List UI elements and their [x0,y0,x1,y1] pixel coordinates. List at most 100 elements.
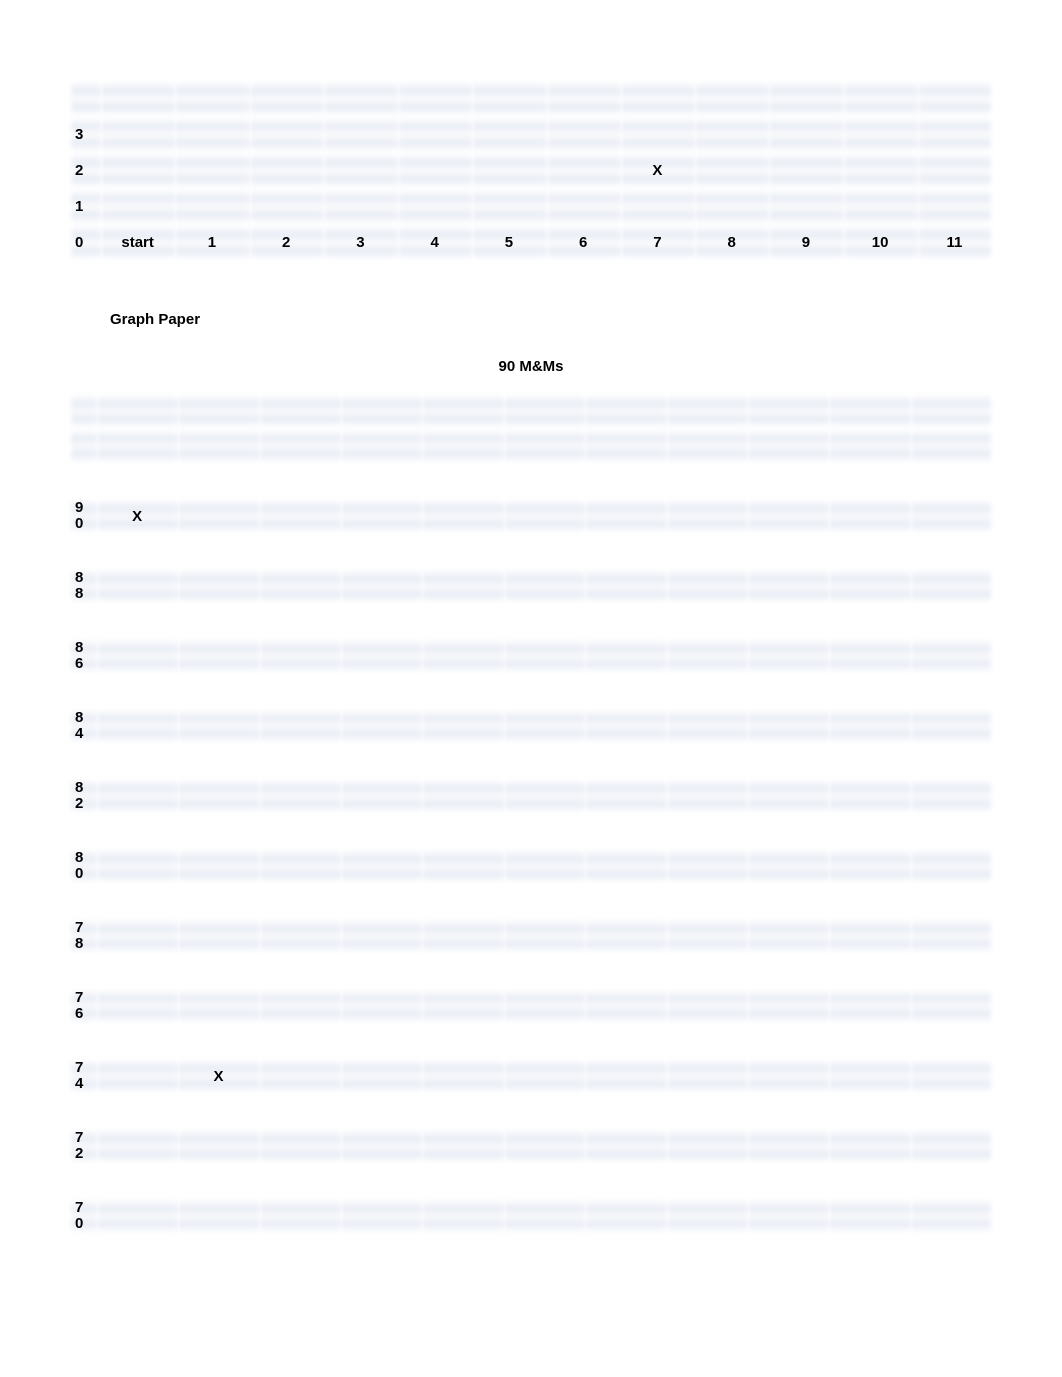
y-axis-cell [71,394,97,429]
grid-cell [323,153,397,189]
spacer [97,744,178,779]
spacer [503,884,584,919]
y-axis-cell: 72 [71,1129,97,1164]
x-axis-label: 5 [505,234,513,251]
grid-cell [585,394,666,429]
grid-cell [97,429,178,464]
spacer [422,1024,503,1059]
y-axis-label: 86 [75,640,96,672]
spacer [666,744,747,779]
grid-cell [910,779,991,814]
grid-cell [503,709,584,744]
grid-cell [503,919,584,954]
grid-cell [747,779,828,814]
grid-cell [341,849,422,884]
y-axis-cell: 70 [71,1199,97,1234]
grid-cell [585,1199,666,1234]
grid-cell [910,639,991,674]
grid-cell [695,117,769,153]
spacer [666,604,747,639]
grid-cell [829,569,910,604]
grid-cell [917,81,991,117]
grid-cell [666,499,747,534]
grid-cell [829,499,910,534]
grid-cell [666,919,747,954]
spacer [747,674,828,709]
grid-cell [546,117,620,153]
grid-cell [666,1199,747,1234]
grid-cell [503,499,584,534]
spacer [259,464,340,499]
spacer [829,674,910,709]
spacer [422,884,503,919]
spacer [341,1164,422,1199]
grid-cell: 3 [323,225,397,261]
grid-cell [422,989,503,1024]
grid-cell [829,1059,910,1094]
spacer [503,674,584,709]
spacer [97,464,178,499]
grid-cell [769,153,843,189]
grid-cell [585,779,666,814]
spacer [910,1094,991,1129]
grid-cell [666,989,747,1024]
grid-cell [843,189,917,225]
spacer [422,744,503,779]
grid-cell [910,919,991,954]
grid-cell [910,1059,991,1094]
grid-cell [503,989,584,1024]
grid-cell [503,849,584,884]
grid-cell [178,919,259,954]
chart-title: 90 M&Ms [70,358,992,375]
grid-cell: 6 [546,225,620,261]
y-axis-cell: 90 [71,499,97,534]
spacer [829,744,910,779]
grid-cell [503,569,584,604]
spacer [747,954,828,989]
grid-cell [178,394,259,429]
spacer [341,814,422,849]
spacer [910,1024,991,1059]
spacer [422,954,503,989]
spacer [585,814,666,849]
y-axis-label: 80 [75,850,96,882]
grid-cell [259,569,340,604]
grid-cell [695,153,769,189]
y-axis-label: 84 [75,710,96,742]
grid-cell [585,709,666,744]
grid-cell [917,189,991,225]
grid-cell [747,394,828,429]
grid-cell [178,989,259,1024]
grid-cell: 2 [249,225,323,261]
y-axis-cell: 86 [71,639,97,674]
grid-cell: X [97,499,178,534]
y-axis-label: 70 [75,1200,96,1232]
spacer [585,1094,666,1129]
grid-cell: X [620,153,694,189]
y-axis-label: 1 [71,189,101,225]
spacer [829,884,910,919]
chart-mark: X [132,508,142,525]
spacer [71,534,97,569]
grid-cell [747,709,828,744]
grid-cell: 11 [917,225,991,261]
y-axis-label: 74 [75,1060,96,1092]
spacer [747,744,828,779]
grid-cell [249,153,323,189]
grid-cell [666,639,747,674]
spacer [178,744,259,779]
spacer [503,464,584,499]
spacer [422,1094,503,1129]
spacer [503,744,584,779]
grid-cell [666,1059,747,1094]
grid-cell [259,779,340,814]
spacer [259,884,340,919]
grid-cell [585,639,666,674]
spacer [71,674,97,709]
spacer [666,1024,747,1059]
grid-cell [97,639,178,674]
grid-cell: 10 [843,225,917,261]
grid-cell [422,849,503,884]
spacer [829,464,910,499]
grid-cell [259,394,340,429]
